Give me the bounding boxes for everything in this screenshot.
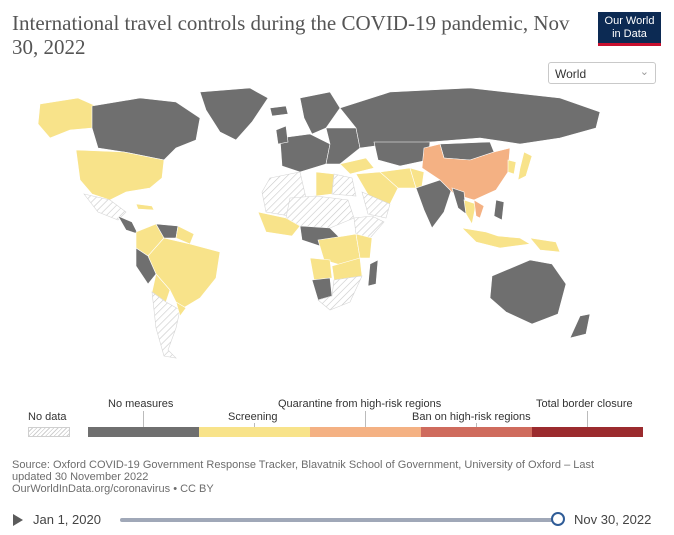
country-japan[interactable] [517,151,533,181]
legend-swatch-no-data [28,427,70,437]
play-icon[interactable] [13,514,23,526]
country-canada[interactable] [91,97,201,161]
legend-tick [476,423,477,427]
legend-swatch-quarantine[interactable] [310,427,421,437]
country-angola[interactable] [309,257,333,281]
country-central-america[interactable] [117,215,139,235]
chart-title: International travel controls during the… [12,11,570,59]
country-greenland[interactable] [199,88,269,141]
country-eastern-europe[interactable] [325,127,361,165]
timeline-start-date[interactable]: Jan 1, 2020 [33,512,101,527]
country-peru[interactable] [135,247,157,285]
country-east-africa[interactable] [355,233,373,259]
country-sahel[interactable] [285,195,355,229]
country-cuba[interactable] [135,203,155,211]
source-line-1: Source: Oxford COVID-19 Government Respo… [12,459,595,471]
world-map[interactable] [0,88,674,388]
legend-label-quarantine: Quarantine from high-risk regions [278,398,442,410]
legend-swatch-screening[interactable] [199,427,310,437]
region-select-value: World [555,67,587,81]
color-legend: No data No measures Screening Quarantine… [0,395,674,445]
country-horn-africa[interactable] [353,215,385,239]
legend-tick [365,411,366,427]
legend-swatch-ban[interactable] [421,427,532,437]
region-select[interactable]: World ⌄ [548,62,656,84]
legend-swatch-no-measures[interactable] [88,427,199,437]
country-iceland[interactable] [269,105,289,117]
timeline-end-date[interactable]: Nov 30, 2022 [574,512,652,527]
country-middle-east[interactable] [355,171,399,205]
owid-logo[interactable]: Our World in Data [598,12,661,46]
timeline: Jan 1, 2020 Nov 30, 2022 [0,508,674,532]
legend-label-ban: Ban on high-risk regions [412,411,531,423]
logo-line-2: in Data [612,28,647,40]
source-line-2: updated 30 November 2022 [12,471,149,483]
country-mexico[interactable] [83,193,127,221]
timeline-track[interactable] [120,518,558,522]
timeline-handle[interactable] [551,512,565,526]
legend-label-closure: Total border closure [536,398,633,410]
country-egypt[interactable] [331,173,357,197]
country-philippines[interactable] [493,199,505,221]
source-note: Source: Oxford COVID-19 Government Respo… [12,459,632,495]
legend-tick [587,411,588,427]
country-russia[interactable] [339,88,601,149]
country-india[interactable] [415,179,453,229]
country-vietnam[interactable] [473,199,485,219]
country-saudi[interactable] [361,191,391,219]
legend-swatch-closure[interactable] [532,427,643,437]
country-kazakhstan[interactable] [373,141,431,167]
country-korea[interactable] [507,159,517,175]
country-uk[interactable] [275,125,289,145]
country-turkey[interactable] [339,157,375,175]
legend-tick [254,423,255,427]
country-new-zealand[interactable] [569,313,591,339]
country-west-africa[interactable] [257,211,301,237]
legend-label-no-data: No data [28,411,67,423]
legend-tick [143,411,144,427]
chevron-down-icon: ⌄ [639,66,649,78]
country-thailand[interactable] [463,199,477,225]
legend-label-no-measures: No measures [108,398,174,410]
country-australia[interactable] [489,259,567,325]
country-scandinavia[interactable] [299,91,341,135]
country-usa[interactable] [75,149,165,201]
country-argentina[interactable] [151,291,181,359]
country-alaska[interactable] [37,97,97,139]
country-madagascar[interactable] [367,259,379,287]
logo-line-1: Our World [604,15,655,27]
country-uruguay[interactable] [175,301,187,317]
legend-label-screening: Screening [228,411,278,423]
country-indonesia[interactable] [461,227,531,249]
country-png[interactable] [529,237,561,253]
country-libya[interactable] [315,171,335,197]
country-south-africa[interactable] [317,275,363,311]
source-link[interactable]: OurWorldInData.org/coronavirus • CC BY [12,483,214,495]
